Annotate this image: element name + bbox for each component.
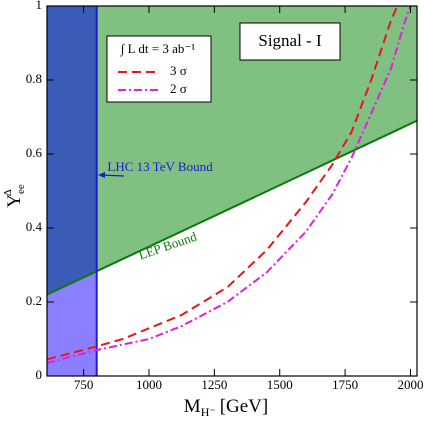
x-tick-label: 750: [74, 377, 94, 392]
y-axis-label: YeeΔ: [2, 184, 27, 208]
y-tick-label: 0.4: [26, 219, 43, 234]
y-tick-label: 0.2: [26, 293, 42, 308]
chart-title: Signal - I: [258, 31, 322, 50]
y-tick-label: 0: [36, 367, 43, 382]
legend-label: 3 σ: [170, 63, 187, 78]
x-axis-label: MH⁻ [GeV]: [184, 396, 268, 418]
y-tick-label: 1: [36, 0, 43, 12]
lhc-label: LHC 13 TeV Bound: [107, 159, 213, 174]
x-label-main: M: [184, 396, 201, 417]
series-line: [47, 6, 412, 365]
x-tick-label: 1000: [136, 377, 162, 392]
x-label-sub: H⁻: [201, 405, 216, 419]
lhc-excluded-region-above: [47, 6, 97, 295]
plot-frame: [46, 5, 418, 377]
y-tick-label: 0.8: [26, 71, 42, 86]
x-tick-label: 2000: [397, 377, 423, 392]
y-label-sub: ee: [15, 184, 27, 194]
x-label-unit: [GeV]: [220, 396, 269, 417]
x-tick-label: 1250: [201, 377, 227, 392]
lep-bound-line: [47, 119, 417, 296]
lhc-excluded-region-below: [47, 271, 97, 376]
x-tick-label: 1750: [332, 377, 358, 392]
y-label-sup: Δ: [2, 189, 14, 196]
legend-label: 2 σ: [170, 81, 187, 96]
series-line: [47, 6, 399, 361]
legend-title: ∫ L dt = 3 ab⁻¹: [120, 41, 195, 57]
title-box: [239, 22, 341, 61]
x-tick-label: 1500: [267, 377, 293, 392]
lhc-arrowhead: [98, 172, 105, 178]
y-label-main: Y: [4, 194, 25, 208]
y-tick-label: 0.6: [26, 145, 43, 160]
